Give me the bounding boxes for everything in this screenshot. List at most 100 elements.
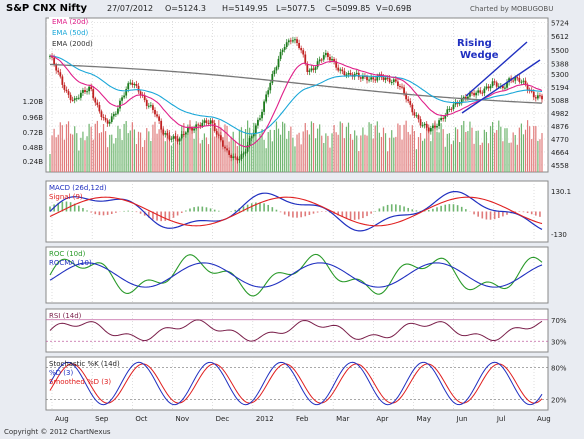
candle-body [121,97,123,100]
volume-bar [451,144,452,172]
macd-histogram-bar [383,206,385,211]
header-date: 27/07/2012 [107,4,153,13]
candle-body [127,83,129,89]
candle-body [206,120,208,123]
candle-body [168,135,170,139]
volume-bar [259,134,260,172]
volume-bar [138,132,139,172]
volume-bar [484,130,485,172]
macd-histogram-bar [313,212,315,214]
volume-bar [202,140,203,172]
volume-bar [426,125,427,172]
candle-body [535,97,537,98]
volume-bar [354,130,355,172]
candle-body [325,53,327,55]
volume-bar [379,133,380,172]
candle-body [162,130,164,135]
volume-bar [60,122,61,172]
candle-body [350,73,352,75]
volume-bar [403,125,404,172]
macd-histogram-bar [535,212,537,216]
candle-body [376,77,378,81]
volume-bar [373,139,374,172]
volume-bar [54,129,55,172]
macd-histogram-bar [115,212,117,213]
volume-bar [506,128,507,172]
candle-body [203,120,205,122]
volume-bar [165,141,166,172]
volume-bar [368,122,369,172]
price-tick-label: 5724 [551,19,569,27]
volume-bar [371,124,372,172]
candle-body [479,90,481,92]
volume-bar [93,140,94,172]
candle-body [418,115,420,119]
volume-bar [513,132,514,172]
legend-entry: EMA (20d) [52,18,89,26]
volume-bar [315,138,316,172]
candle-body [308,70,310,71]
candle-body [181,134,183,138]
macd-histogram-bar [90,212,92,213]
volume-bar [360,135,361,172]
volume-bar [529,126,530,172]
macd-histogram-bar [527,212,529,214]
volume-bar [154,122,155,172]
macd-histogram-bar [465,209,467,211]
volume-bar [321,136,322,172]
volume-bar [525,130,526,172]
volume-bar [56,137,57,172]
volume-bar [383,128,384,172]
macd-histogram-bar [177,212,179,216]
volume-bar [311,121,312,172]
price-tick-label: 4664 [551,149,569,157]
volume-bar [313,123,314,172]
copyright: Copyright © 2012 ChartNexus [4,428,111,436]
candle-body [82,90,84,93]
macd-histogram-bar [197,206,199,211]
candle-body [541,96,543,100]
volume-bar [395,137,396,172]
symbol-title: S&P CNX Nifty [6,3,88,14]
panel-3 [46,309,548,352]
candle-body [152,105,154,110]
macd-histogram-bar [123,211,125,212]
volume-bar [105,131,106,172]
panel-2 [46,247,548,303]
legend-entry: Smoothed %D (3) [49,378,111,386]
candle-body [55,65,57,71]
candle-body [492,81,494,86]
candle-body [459,103,461,104]
candle-body [243,153,245,154]
candle-body [72,100,74,101]
macd-histogram-bar [99,212,101,216]
header-close: C=5099.85 [325,4,370,13]
volume-bar [473,144,474,172]
macd-histogram-bar [370,212,372,214]
volume-bar [82,132,83,172]
candle-body [420,119,422,125]
candle-body [366,76,368,80]
macd-histogram-bar [440,206,442,212]
macd-histogram-bar [140,212,142,214]
volume-bar [194,139,195,172]
volume-bar [438,132,439,172]
candle-body [175,136,177,139]
candle-body [304,54,306,63]
macd-histogram-bar [449,204,451,211]
candle-body [220,135,222,140]
volume-bar [290,127,291,172]
candle-body [263,101,265,111]
price-tick-label: 4876 [551,123,569,131]
candle-body [249,138,251,145]
candle-body [337,68,339,71]
candle-body [269,83,271,90]
volume-bar [508,143,509,172]
candle-body [397,81,399,86]
candle-body [148,106,150,107]
volume-bar [84,140,85,172]
candle-body [115,114,117,115]
volume-bar [406,121,407,172]
